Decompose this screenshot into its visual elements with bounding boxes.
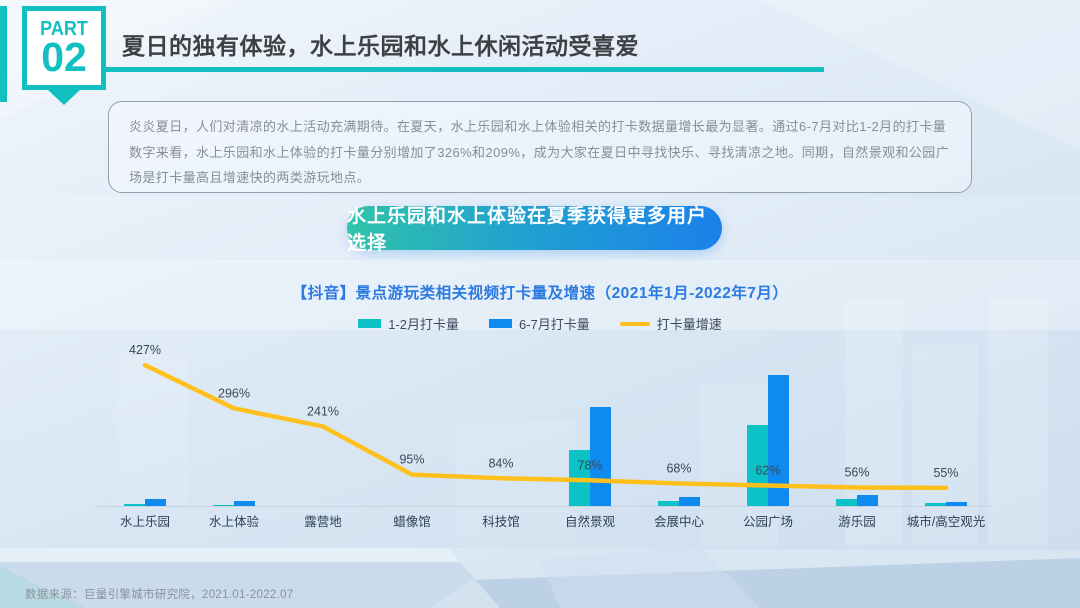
category-label: 蜡像馆 [393, 514, 431, 529]
line-value-label: 427% [129, 343, 161, 357]
line-value-label: 296% [218, 386, 250, 400]
bar-series2 [679, 497, 700, 506]
category-label: 水上乐园 [120, 515, 170, 529]
bar-series2 [946, 502, 967, 506]
bar-series1 [124, 504, 145, 506]
legend-item-bar2: 6-7月打卡量 [488, 314, 590, 333]
category-label: 城市/高空观光 [907, 514, 985, 529]
title-underline [103, 67, 824, 72]
chart-render-target: 427% 296% 241% 95% 84% 78% 68% 62% 56% 55% 水上乐园 水上体… [94, 343, 992, 529]
intro-text: 炎炎夏日，人们对清凉的水上活动充满期待。在夏天，水上乐园和水上体验相关的打卡数据… [129, 119, 950, 186]
bar-series1 [658, 501, 679, 506]
category-label: 游乐园 [838, 515, 876, 529]
teal-swatch-icon [358, 319, 382, 328]
bar-series1 [213, 505, 234, 506]
legend-item-bar1: 1-2月打卡量 [358, 314, 459, 333]
bar-series1 [836, 499, 857, 506]
category-label: 会展中心 [654, 514, 705, 529]
line-value-label: 55% [933, 466, 958, 480]
part-badge: PART 02 [22, 6, 106, 90]
line-value-label: 62% [755, 464, 780, 478]
chart-title: 【抖音】景点游玩类相关视频打卡量及增速（2021年1月-2022年7月） [291, 285, 789, 302]
data-source-note: 数据来源：巨量引擎城市研究院，2021.01-2022.07 [25, 589, 294, 601]
category-label: 科技馆 [482, 514, 520, 529]
blue-swatch-icon [488, 319, 512, 328]
category-label: 露营地 [304, 515, 342, 529]
legend-item-line: 打卡量增速 [619, 314, 722, 333]
chart-canvas: 427% 296% 241% 95% 84% 78% 68% 62% 56% 55% 水上乐园 水上体… [94, 343, 992, 529]
bar-series2 [234, 501, 255, 506]
left-accent-strip [0, 6, 7, 102]
line-value-label: 84% [488, 456, 513, 470]
bar-series1 [925, 503, 946, 506]
line-value-label: 78% [577, 458, 602, 472]
legend-label-bar1: 1-2月打卡量 [388, 317, 459, 332]
line-value-label: 95% [399, 453, 424, 467]
bar-series2 [768, 375, 789, 506]
part-badge-pointer [47, 89, 81, 105]
category-label: 自然景观 [565, 514, 616, 529]
part-badge-number: 02 [41, 34, 87, 81]
part-badge-word: PART [40, 16, 88, 40]
bar-series2 [590, 407, 611, 506]
highlight-pill-text: 水上乐园和水上体验在夏季获得更多用户选择 [347, 206, 708, 254]
legend-label-line: 打卡量增速 [656, 317, 722, 332]
category-label: 水上体验 [209, 514, 260, 529]
chart-legend: 1-2月打卡量 6-7月打卡量 打卡量增速 [0, 314, 1080, 333]
growth-line [142, 362, 949, 491]
bar-series2 [145, 499, 166, 506]
combo-chart: 427% 296% 241% 95% 84% 78% 68% 62% 56% 55% 水上乐园 水上体… [88, 333, 998, 535]
line-value-label: 56% [844, 466, 869, 480]
line-value-label: 68% [666, 462, 691, 476]
highlight-pill: 水上乐园和水上体验在夏季获得更多用户选择 [347, 206, 722, 254]
yellow-line-swatch-icon [619, 321, 650, 326]
bar-series2 [857, 495, 878, 506]
intro-box: 炎炎夏日，人们对清凉的水上活动充满期待。在夏天，水上乐园和水上体验相关的打卡数据… [108, 101, 972, 193]
legend-label-bar2: 6-7月打卡量 [518, 317, 590, 332]
page-title: 夏日的独有体验，水上乐园和水上休闲活动受喜爱 [122, 33, 639, 59]
line-value-label: 241% [307, 404, 339, 418]
category-label: 公园广场 [743, 515, 793, 529]
